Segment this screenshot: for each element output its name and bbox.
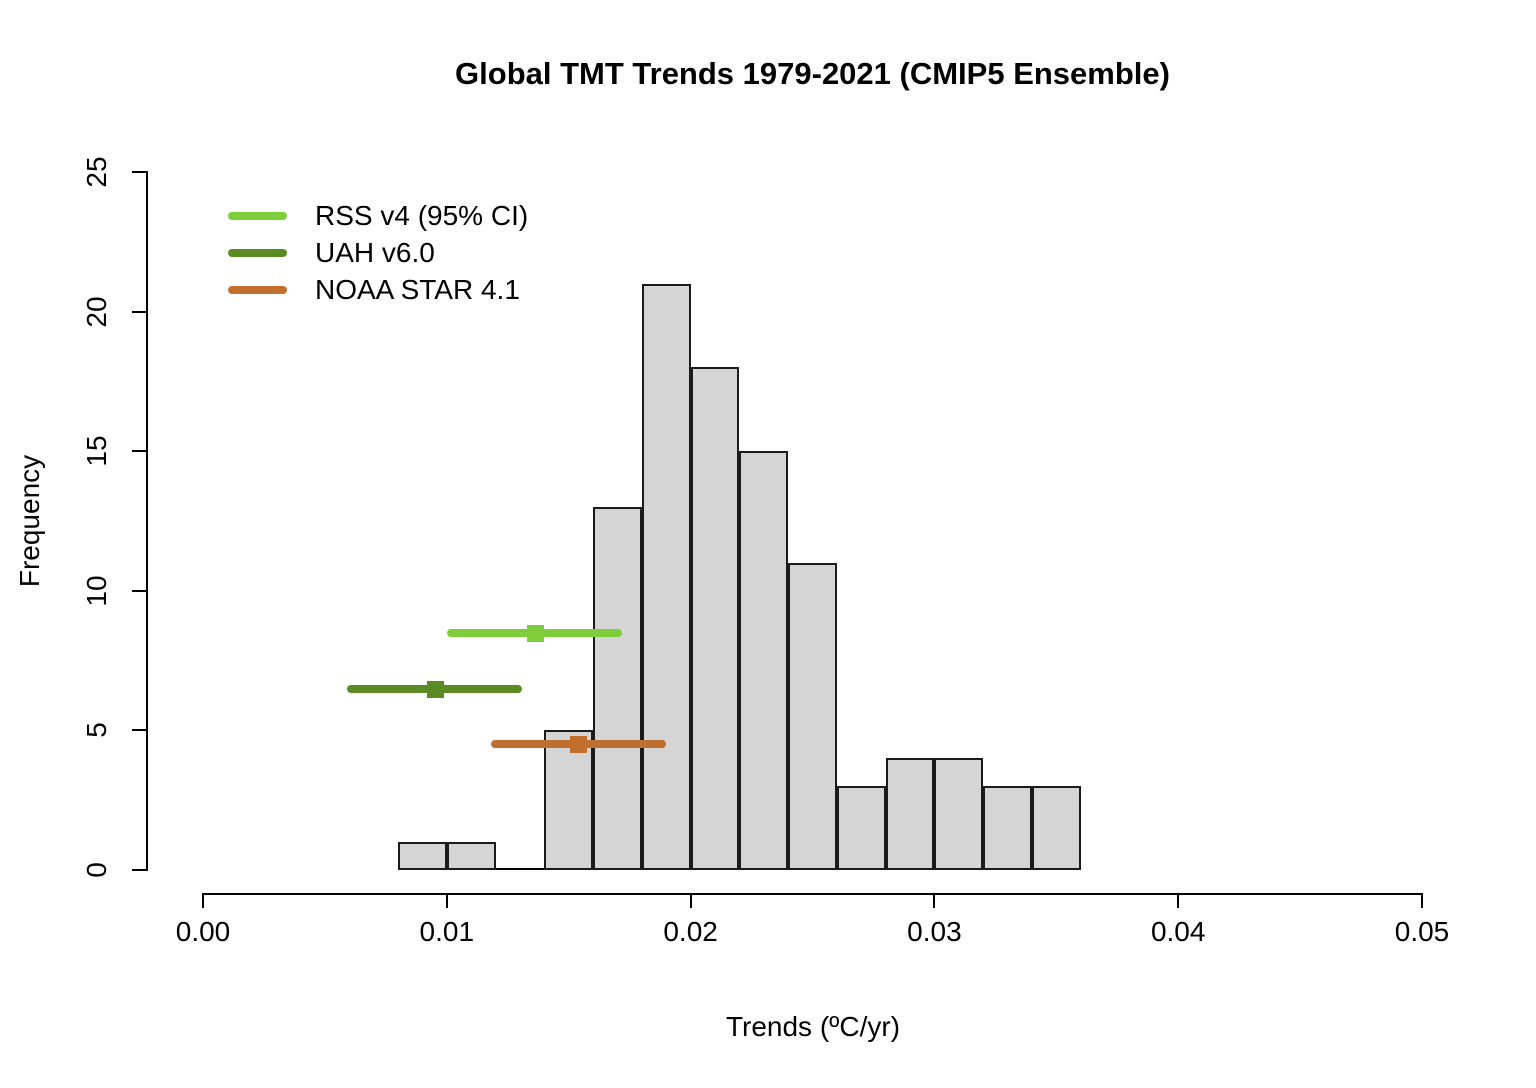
x-axis-title: Trends (ºC/yr) [725,1011,901,1042]
x-tick-label: 0.03 [907,916,962,947]
legend-line-uah-v6-0 [228,249,287,257]
histogram-bar [788,562,837,870]
y-tick [132,869,146,871]
error-bar-marker-uah-v6-0 [426,680,444,698]
y-tick-label: 5 [81,722,112,739]
histogram-bar [690,367,740,870]
x-tick-label: 0.04 [1150,916,1206,947]
y-axis-line [146,171,148,871]
histogram-bar [641,283,691,870]
histogram-baseline [398,868,1081,870]
histogram-bar [739,451,789,870]
y-tick [132,310,146,313]
y-tick [132,171,146,173]
y-tick-label: 10 [81,575,112,607]
chart-title: Global TMT Trends 1979-2021 (CMIP5 Ensem… [455,56,1170,91]
x-axis-line [202,893,1423,895]
histogram-bar [544,730,594,870]
y-axis-title: Frequency [14,454,45,588]
x-tick-label: 0.02 [663,916,718,947]
histogram-bar [446,842,496,870]
error-bar-marker-noaa-star-4-1 [570,736,588,754]
legend-line-noaa-star-4-1 [228,286,287,294]
x-tick [445,893,448,908]
histogram-bar [983,786,1032,870]
histogram-bar [593,507,642,870]
y-tick-label: 20 [81,296,112,328]
y-tick-label: 15 [81,435,112,467]
x-tick-label: 0.00 [175,916,231,947]
x-tick [689,893,692,908]
x-tick-label: 0.01 [419,916,475,947]
y-tick-label: 0 [81,862,112,878]
x-tick [933,893,936,908]
histogram-bar [398,842,447,870]
legend-label-uah-v6-0: UAH v6.0 [315,237,435,268]
legend-label-rss-v4-95-ci: RSS v4 (95% CI) [315,200,529,231]
y-tick [132,589,146,592]
y-tick [132,450,146,453]
error-bar-marker-rss-v4-95-ci [526,624,544,642]
x-tick [202,893,204,908]
y-tick-label: 25 [81,156,112,188]
histogram-bar [934,758,984,870]
y-tick [132,729,146,732]
x-tick-label: 0.05 [1394,916,1450,947]
histogram-bar [885,758,935,870]
legend-line-rss-v4-95-ci [228,212,287,220]
legend-label-noaa-star-4-1: NOAA STAR 4.1 [315,274,520,305]
x-tick [1177,893,1180,908]
histogram-bar [836,786,886,870]
histogram-bar [1031,786,1081,870]
x-tick [1421,893,1423,908]
